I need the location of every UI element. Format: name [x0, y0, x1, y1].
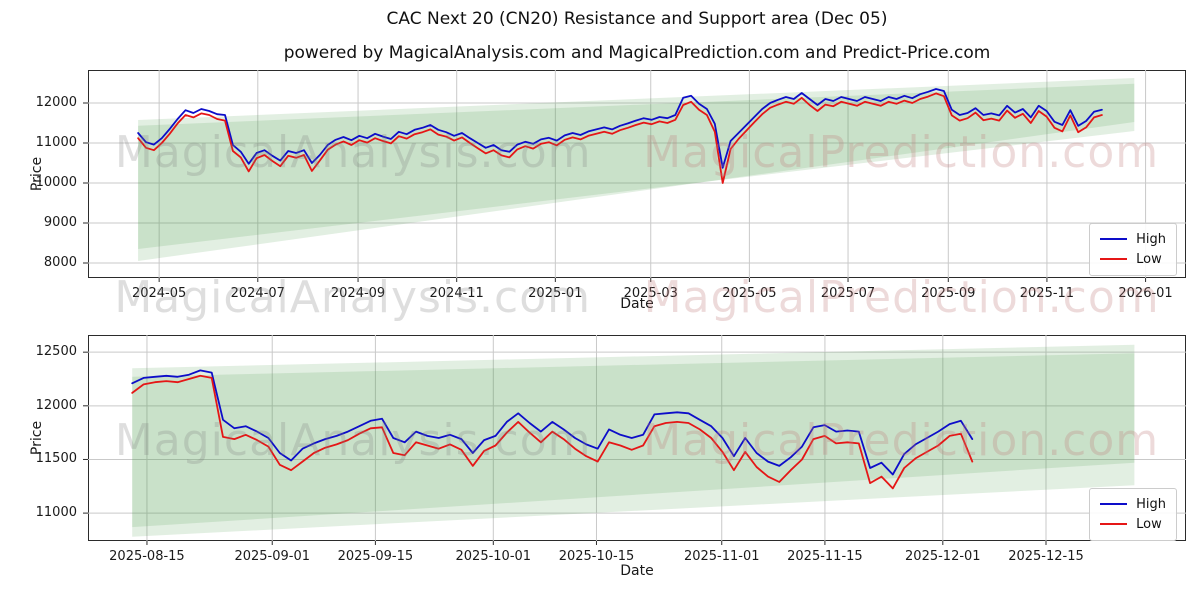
x-tick-label: 2025-11-01	[683, 549, 760, 564]
low-line-swatch	[1100, 523, 1128, 525]
top-chart-legend: High Low	[1089, 223, 1177, 276]
x-tick-label: 2025-07	[820, 286, 876, 301]
high-line-swatch	[1100, 238, 1128, 240]
x-tick-label: 2026-01	[1118, 286, 1173, 301]
y-tick-label: 12000	[35, 95, 77, 110]
x-tick-label: 2024-07	[230, 286, 285, 301]
x-tick-label: 2024-09	[330, 286, 386, 301]
bottom-chart-plot-area: MagicalAnalysis.com MagicalPrediction.co…	[83, 335, 1186, 545]
y-tick-label: 11000	[35, 135, 77, 150]
top-chart-plot-area: MagicalAnalysis.com MagicalPrediction.co…	[83, 70, 1186, 282]
x-tick-label: 2024-05	[131, 286, 187, 301]
x-tick-label: 2025-08-15	[109, 549, 185, 564]
bottom-chart-legend: High Low	[1089, 488, 1177, 541]
x-tick-label: 2025-05	[722, 286, 777, 301]
y-tick-label: 9000	[43, 215, 77, 230]
x-tick-label: 2024-11	[429, 286, 484, 301]
y-tick-label: 11500	[35, 451, 77, 467]
legend-item-low: Low	[1100, 249, 1166, 269]
x-tick-label: 2025-11-15	[787, 549, 863, 564]
high-line-swatch	[1100, 503, 1128, 505]
legend-label-low: Low	[1136, 251, 1162, 267]
legend-item-low: Low	[1100, 514, 1166, 534]
top-chart-xlabel: Date	[620, 296, 654, 312]
bottom-chart-xlabel: Date	[620, 563, 654, 579]
legend-label-high: High	[1136, 496, 1166, 512]
x-tick-label: 2025-10-15	[558, 549, 635, 564]
figure-title: CAC Next 20 (CN20) Resistance and Suppor…	[386, 9, 888, 29]
x-tick-label: 2025-12-01	[905, 549, 981, 564]
x-tick-label: 2025-03	[623, 286, 678, 301]
low-line-swatch	[1100, 258, 1128, 260]
bottom-chart-ylabel: Price	[29, 420, 45, 456]
x-tick-label: 2025-09	[921, 286, 976, 301]
x-tick-label: 2025-09-15	[337, 549, 414, 564]
legend-label-low: Low	[1136, 516, 1162, 532]
top-chart-canvas	[83, 70, 1186, 282]
figure-subtitle: powered by MagicalAnalysis.com and Magic…	[283, 43, 991, 63]
legend-label-high: High	[1136, 231, 1166, 247]
x-tick-label: 2025-09-01	[234, 549, 310, 564]
x-tick-label: 2025-11	[1019, 286, 1075, 301]
y-tick-label: 12000	[35, 397, 77, 413]
y-tick-label: 8000	[43, 255, 77, 270]
x-tick-label: 2025-01	[528, 286, 583, 301]
x-tick-label: 2025-10-01	[455, 549, 532, 564]
x-tick-label: 2025-12-15	[1008, 549, 1084, 564]
legend-item-high: High	[1100, 229, 1166, 249]
y-tick-label: 12500	[35, 344, 77, 360]
legend-item-high: High	[1100, 494, 1166, 514]
bottom-chart-canvas	[83, 335, 1186, 545]
y-tick-label: 11000	[35, 505, 77, 521]
y-tick-label: 10000	[35, 175, 77, 190]
